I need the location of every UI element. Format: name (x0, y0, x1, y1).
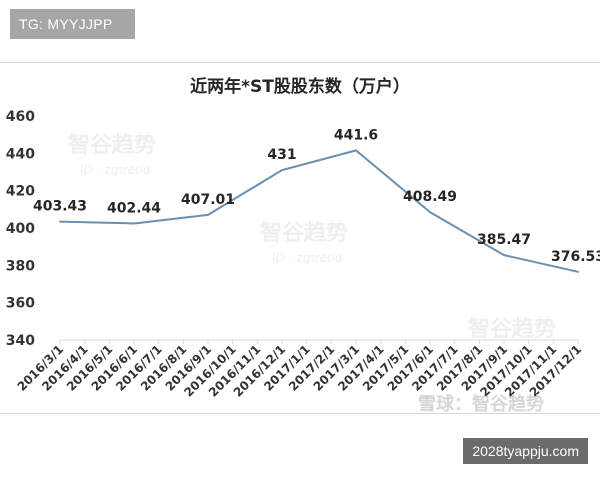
watermark-brand: 智谷趋势 (468, 316, 556, 342)
data-label: 402.44 (107, 200, 161, 216)
y-axis: 340 360 380 400 420 440 460 (6, 109, 35, 349)
data-label: 376.53 (551, 249, 600, 265)
watermark-brand: 智谷趋势 (260, 220, 348, 246)
watermark-handle: ID : zgtrend (80, 163, 150, 177)
series-layer (59, 149, 579, 273)
footer-watermark: 雪球：智谷趋势 (418, 393, 544, 415)
watermark-brand: 智谷趋势 (68, 132, 156, 158)
y-tick-label: 440 (6, 146, 35, 162)
bottom-watermark-badge: 2028tyappju.com (463, 438, 588, 464)
chart-frame (0, 62, 600, 414)
watermark-layer: 智谷趋势 ID : zgtrend 智谷趋势 ID : zgtrend 智谷趋势 (68, 132, 556, 342)
y-tick-label: 460 (6, 109, 35, 125)
data-label: 441.6 (334, 127, 378, 143)
x-axis: 2016/3/12016/4/12016/5/12016/6/12016/7/1… (15, 339, 584, 400)
y-tick-label: 420 (6, 184, 35, 200)
data-label: 407.01 (181, 192, 235, 208)
data-label: 431 (267, 147, 296, 163)
top-watermark-badge: TG: MYYJJPP (10, 9, 135, 39)
watermark-handle: ID : zgtrend (272, 251, 342, 265)
data-label: 408.49 (403, 189, 457, 205)
data-label: 385.47 (477, 232, 531, 248)
data-label: 403.43 (33, 199, 87, 215)
y-tick-label: 380 (6, 258, 35, 274)
y-tick-label: 340 (6, 333, 35, 349)
chart-title: 近两年*ST股股东数（万户） (190, 76, 410, 97)
y-tick-label: 360 (6, 296, 35, 312)
y-tick-label: 400 (6, 221, 35, 237)
series-line (59, 149, 579, 273)
data-label-layer: 403.43 402.44 407.01 431 441.6 408.49 385.47 37… (33, 127, 600, 264)
